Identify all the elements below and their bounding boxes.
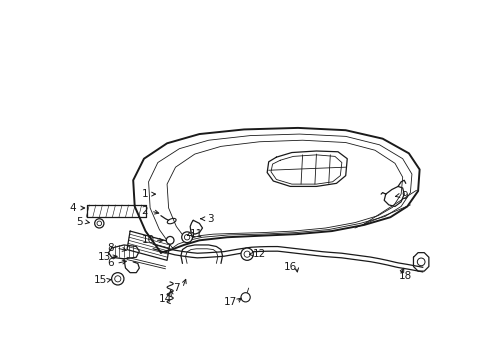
Circle shape: [95, 219, 104, 228]
Circle shape: [166, 237, 174, 244]
Text: 8: 8: [106, 243, 113, 253]
Text: 11: 11: [189, 229, 203, 239]
Text: 16: 16: [283, 261, 296, 271]
Text: 13: 13: [98, 252, 111, 262]
Text: 12: 12: [252, 249, 265, 259]
Text: 14: 14: [159, 294, 172, 304]
Text: 6: 6: [106, 258, 113, 269]
Text: 4: 4: [70, 203, 76, 213]
Text: 18: 18: [398, 271, 411, 281]
Circle shape: [111, 273, 123, 285]
Text: 2: 2: [141, 206, 148, 216]
Text: 1: 1: [141, 189, 148, 199]
Text: 5: 5: [76, 217, 82, 227]
Circle shape: [241, 248, 253, 260]
Circle shape: [182, 232, 192, 243]
Text: 7: 7: [173, 283, 179, 293]
Text: 3: 3: [206, 214, 213, 224]
Text: 15: 15: [94, 275, 107, 285]
Text: 17: 17: [223, 297, 236, 307]
Circle shape: [241, 293, 250, 302]
Text: 10: 10: [142, 235, 155, 245]
Text: 9: 9: [401, 191, 407, 201]
